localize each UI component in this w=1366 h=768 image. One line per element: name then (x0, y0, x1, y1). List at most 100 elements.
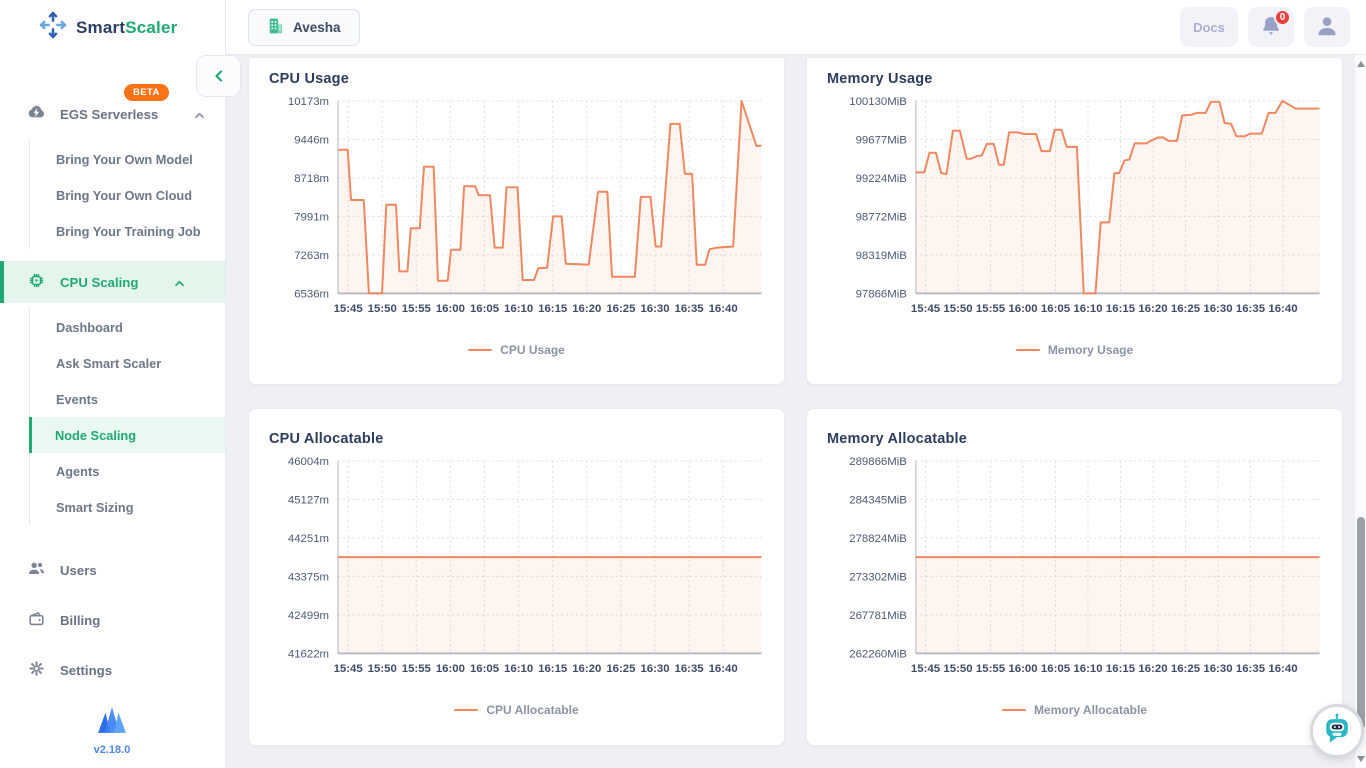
svg-text:16:15: 16:15 (538, 303, 568, 315)
svg-text:16:15: 16:15 (1106, 303, 1136, 315)
svg-text:15:45: 15:45 (911, 303, 941, 315)
legend-line-swatch (468, 349, 493, 351)
docs-button[interactable]: Docs (1180, 7, 1238, 47)
memory-usage-card: Memory Usage 97866MiB 98319MiB 98772MiB 992… (806, 57, 1343, 385)
sidebar-nav: BETA EGS Serverless Bring Your Own Model… (0, 55, 225, 687)
egs-submenu: Bring Your Own Model Bring Your Own Clou… (29, 141, 225, 249)
svg-text:15:45: 15:45 (334, 303, 364, 315)
svg-text:16:10: 16:10 (504, 663, 533, 675)
svg-text:41622m: 41622m (288, 648, 329, 660)
brand-name: SmartScaler (76, 17, 178, 37)
svg-text:267781MiB: 267781MiB (849, 610, 907, 622)
notifications-button[interactable]: 0 (1248, 7, 1294, 47)
svg-text:284345MiB: 284345MiB (849, 494, 907, 506)
vertical-scrollbar[interactable] (1354, 55, 1366, 768)
brand-logo[interactable]: SmartScaler (0, 0, 225, 55)
sidebar-item-smart-sizing[interactable]: Smart Sizing (56, 499, 134, 515)
org-name: Avesha (293, 19, 341, 35)
svg-text:16:40: 16:40 (1268, 303, 1297, 315)
legend-label: CPU Usage (500, 343, 565, 357)
svg-text:16:25: 16:25 (1171, 303, 1201, 315)
svg-text:15:50: 15:50 (368, 303, 397, 315)
chart-title: CPU Usage (269, 71, 349, 87)
svg-text:42499m: 42499m (288, 610, 329, 622)
top-bar: Avesha Docs 0 (226, 0, 1366, 55)
sidebar-item-egs-serverless[interactable]: BETA EGS Serverless (0, 84, 225, 131)
sidebar-item-label: Users (60, 562, 97, 578)
svg-text:16:00: 16:00 (436, 663, 465, 675)
svg-text:16:35: 16:35 (1236, 303, 1266, 315)
org-switcher-button[interactable]: Avesha (248, 8, 360, 46)
users-icon (27, 559, 46, 581)
sidebar-item-ask-smart-scaler[interactable]: Ask Smart Scaler (56, 355, 162, 371)
beta-badge: BETA (124, 84, 169, 101)
collapse-sidebar-button[interactable] (196, 55, 241, 97)
svg-text:16:40: 16:40 (1268, 663, 1297, 675)
chart-title: Memory Allocatable (827, 431, 968, 447)
svg-text:16:15: 16:15 (1106, 663, 1136, 675)
scrollbar-thumb[interactable] (1356, 517, 1365, 729)
svg-text:273302MiB: 273302MiB (849, 571, 907, 583)
chart-title: Memory Usage (827, 71, 933, 87)
svg-text:16:05: 16:05 (470, 303, 500, 315)
sidebar-item-agents[interactable]: Agents (56, 463, 100, 479)
cpu-allocatable-chart[interactable]: 41622m 42499m 43375m 44251m 45127m 46004m 15:4… (269, 451, 766, 695)
sidebar-item-billing[interactable]: Billing (0, 603, 225, 637)
svg-text:278824MiB: 278824MiB (849, 533, 907, 545)
wallet-icon (27, 609, 46, 631)
svg-text:16:20: 16:20 (1138, 663, 1167, 675)
svg-text:16:40: 16:40 (709, 303, 738, 315)
svg-text:16:05: 16:05 (470, 663, 500, 675)
chatbot-button[interactable] (1310, 704, 1364, 758)
svg-text:15:50: 15:50 (943, 663, 972, 675)
chart-legend[interactable]: CPU Usage (269, 343, 764, 357)
sidebar-item-dashboard[interactable]: Dashboard (56, 319, 123, 335)
svg-text:16:30: 16:30 (1203, 663, 1232, 675)
memory-usage-chart[interactable]: 97866MiB 98319MiB 98772MiB 99224MiB 99677MiB… (827, 91, 1324, 335)
svg-text:15:45: 15:45 (334, 663, 364, 675)
svg-text:16:00: 16:00 (1008, 663, 1037, 675)
svg-text:16:15: 16:15 (538, 663, 568, 675)
main-content: CPU Usage 6536m 7263m 7991m 8718m 9446m 10173… (226, 55, 1354, 768)
svg-text:15:55: 15:55 (976, 303, 1006, 315)
scroll-down-arrow[interactable] (1357, 756, 1365, 762)
legend-label: Memory Usage (1047, 343, 1134, 357)
chart-legend[interactable]: CPU Allocatable (269, 703, 764, 717)
legend-line-swatch (454, 709, 479, 711)
legend-label: CPU Allocatable (486, 703, 579, 717)
svg-text:99677MiB: 99677MiB (856, 134, 907, 146)
topbar-actions: Docs 0 (1180, 7, 1350, 47)
notification-badge: 0 (1274, 9, 1291, 26)
svg-text:15:45: 15:45 (911, 663, 941, 675)
scroll-up-arrow[interactable] (1357, 61, 1365, 67)
chart-legend[interactable]: Memory Allocatable (827, 703, 1322, 717)
svg-text:44251m: 44251m (288, 533, 329, 545)
chart-legend[interactable]: Memory Usage (827, 343, 1322, 357)
sidebar-item-events[interactable]: Events (56, 391, 98, 407)
sidebar-item-node-scaling[interactable]: Node Scaling (29, 417, 225, 453)
sidebar-item-bring-your-own-model[interactable]: Bring Your Own Model (56, 151, 193, 167)
sidebar-item-cpu-scaling[interactable]: CPU Scaling (0, 261, 225, 303)
svg-text:16:20: 16:20 (1138, 303, 1167, 315)
sidebar-item-users[interactable]: Users (0, 553, 225, 587)
svg-text:16:25: 16:25 (1171, 663, 1201, 675)
svg-text:16:40: 16:40 (709, 663, 738, 675)
cpu-allocatable-card: CPU Allocatable 41622m 42499m 43375m 44251m… (248, 408, 785, 746)
cpu-usage-card: CPU Usage 6536m 7263m 7991m 8718m 9446m 10173… (248, 57, 785, 385)
svg-text:16:30: 16:30 (640, 303, 669, 315)
memory-allocatable-chart[interactable]: 262260MiB 267781MiB 273302MiB 278824MiB 2843… (827, 451, 1324, 695)
sidebar-item-bring-your-training-job[interactable]: Bring Your Training Job (56, 223, 201, 239)
sidebar-item-settings[interactable]: Settings (0, 653, 225, 687)
svg-text:100130MiB: 100130MiB (849, 96, 907, 108)
sidebar-item-bring-your-own-cloud[interactable]: Bring Your Own Cloud (56, 187, 193, 203)
cpu-usage-chart[interactable]: 6536m 7263m 7991m 8718m 9446m 10173m 15:45 15:5… (269, 91, 766, 335)
svg-text:16:25: 16:25 (606, 303, 636, 315)
svg-text:262260MiB: 262260MiB (849, 648, 907, 660)
profile-button[interactable] (1304, 7, 1350, 47)
svg-text:43375m: 43375m (288, 571, 329, 583)
svg-text:16:00: 16:00 (1008, 303, 1037, 315)
legend-label: Memory Allocatable (1034, 703, 1147, 717)
sidebar-item-label: Billing (60, 612, 101, 628)
svg-text:97866MiB: 97866MiB (856, 288, 907, 300)
